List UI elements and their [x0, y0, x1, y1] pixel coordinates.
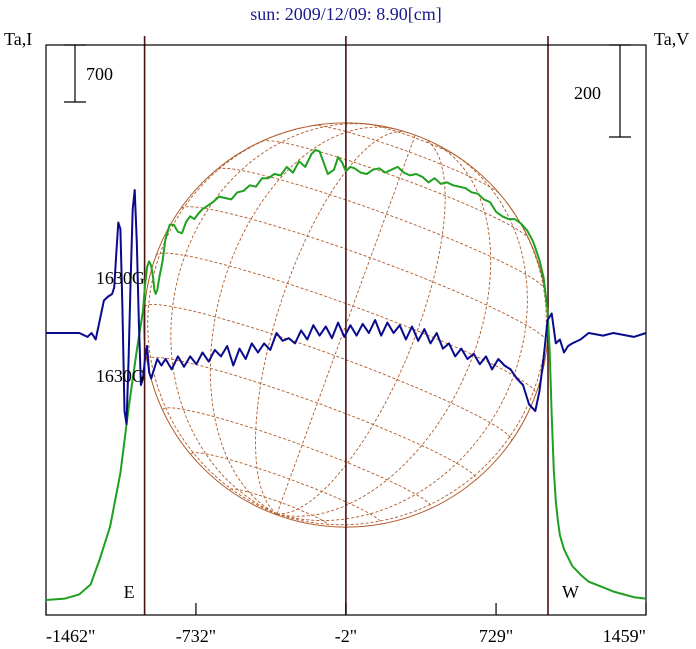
parallel — [146, 356, 477, 480]
series — [45, 149, 647, 601]
scale-bar-left-label: 700 — [86, 64, 113, 84]
series-line — [46, 189, 647, 425]
meridian — [276, 134, 416, 515]
meridian — [276, 201, 547, 526]
limb-lines — [143, 36, 549, 615]
x-tick-label: -732" — [176, 626, 216, 646]
meridian — [276, 150, 528, 522]
y-right-label: Ta,V — [654, 29, 689, 49]
x-tick-label: 729" — [479, 626, 513, 646]
x-tick-label: -1462" — [46, 626, 95, 646]
chart-title: sun: 2009/12/09: 8.90[cm] — [250, 4, 442, 24]
meridian — [255, 131, 405, 515]
x-tick-label: -2" — [335, 626, 357, 646]
x-axis-ticks: -1462" -732" -2" 729" 1459" — [45, 603, 647, 646]
limb-label-west: W — [562, 582, 579, 602]
parallel — [162, 407, 432, 508]
meridian — [170, 123, 380, 515]
parallel — [180, 206, 548, 343]
limb-label-east: E — [124, 582, 135, 602]
parallel — [144, 304, 512, 441]
field-label: 1630G — [96, 268, 145, 288]
parallel — [229, 488, 329, 526]
parallel — [261, 140, 530, 240]
series-line — [45, 149, 647, 601]
y-left-label: Ta,I — [4, 29, 32, 49]
parallel — [190, 452, 382, 524]
scale-bar-right: 200 — [574, 44, 631, 138]
parallel — [217, 167, 545, 289]
meridian — [209, 126, 396, 515]
x-tick-label: 1459" — [603, 626, 646, 646]
meridian — [147, 127, 303, 515]
meridian — [276, 138, 446, 515]
parallel — [368, 123, 459, 158]
scale-bar-right-label: 200 — [574, 83, 601, 103]
field-label: 1630G — [96, 366, 145, 386]
scale-bar-left: 700 — [64, 44, 113, 103]
annotations: E W 1630G 1630G — [96, 268, 579, 602]
